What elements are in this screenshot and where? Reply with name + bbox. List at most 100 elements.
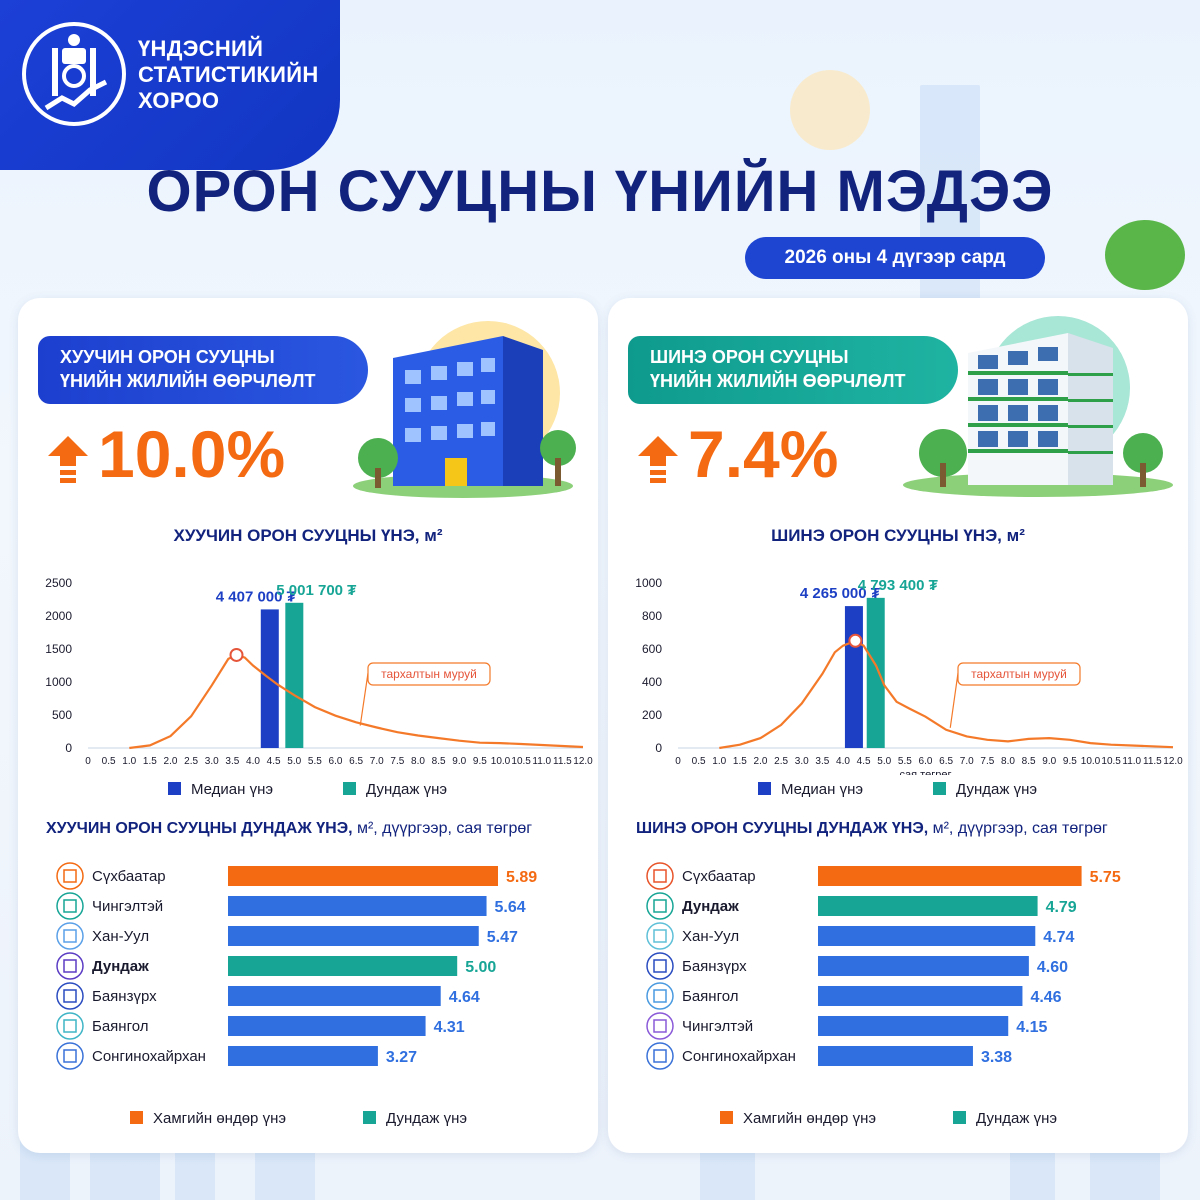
district-value-label: 3.38 [981,1049,1012,1066]
district-icon [646,952,674,980]
y-tick-label: 200 [642,708,662,722]
x-tick-label: 1.0 [712,756,726,767]
district-value-label: 5.47 [487,929,518,946]
legend-average-label: Дундаж үнэ [956,781,1038,798]
average-bar [866,597,885,748]
x-tick-label: 7.5 [390,756,404,767]
district-value-label: 3.27 [386,1049,417,1066]
new-district-bar-title: ШИНЭ ОРОН СУУЦНЫ ДУНДАЖ ҮНЭ, м², дүүргээ… [636,820,1108,838]
curve-label-connector [949,672,959,728]
building-glyph-icon [63,869,77,883]
old-bar-legend-average: Дундаж үнэ [363,1110,467,1127]
building-glyph-icon [63,1049,77,1063]
building-glyph-icon [653,869,667,883]
curve-peak-marker [229,647,244,662]
x-tick-label: 1.5 [733,756,747,767]
new-housing-panel: ШИНЭ ОРОН СУУЦНЫ ҮНИЙН ЖИЛИЙН ӨӨРЧЛӨЛТ 7… [608,298,1188,1153]
district-value-label: 4.31 [434,1019,465,1036]
district-bar [818,1016,1009,1036]
district-value-label: 4.60 [1037,959,1068,976]
district-bar [818,986,1023,1006]
district-label: Сүхбаатар [92,868,166,885]
x-tick-label: 8.0 [411,756,425,767]
legend-median-label: Медиан үнэ [781,781,864,798]
median-value-label: 4 265 000 ₮ [800,585,880,602]
y-tick-label: 1500 [45,642,72,656]
distribution-curve [129,653,584,750]
district-value-label: 5.75 [1090,869,1121,886]
average-value-label: 4 793 400 ₮ [858,577,938,594]
heading-line-1: ШИНЭ ОРОН СУУЦНЫ [650,347,849,367]
curve-peak-marker [848,633,863,648]
new-bar-legend-highest: Хамгийн өндөр үнэ [720,1110,876,1127]
tree-decoration [1105,220,1185,290]
building-glyph-icon [653,1019,667,1033]
y-tick-label: 500 [52,708,72,722]
x-tick-label: 0.5 [692,756,706,767]
x-tick-label: 9.5 [1063,756,1077,767]
median-swatch [168,782,181,795]
new-chart-legend-average: Дундаж үнэ [933,781,1037,798]
district-icon [56,862,84,890]
average-swatch [933,782,946,795]
x-tick-label: 5.5 [898,756,912,767]
building-glyph-icon [653,1049,667,1063]
average-swatch [343,782,356,795]
x-tick-label: 9.0 [452,756,466,767]
y-tick-label: 0 [655,741,662,755]
legend-median-label: Медиан үнэ [191,781,274,798]
old-bar-legend-highest: Хамгийн өндөр үнэ [130,1110,286,1127]
x-tick-label: 0.5 [102,756,116,767]
legend-average-label: Дундаж үнэ [366,781,448,798]
x-tick-label: 5.0 [877,756,891,767]
district-icon [646,922,674,950]
bar-title-main: ХУУЧИН ОРОН СУУЦНЫ ДУНДАЖ ҮНЭ, [46,820,353,837]
old-apartment-building-icon [353,321,576,498]
district-label: Баянгол [92,1018,149,1035]
x-tick-label: 4.0 [836,756,850,767]
x-tick-label: 1.5 [143,756,157,767]
district-bar [228,926,479,946]
sun-decoration [790,70,870,150]
legend-bar-average-label: Дундаж үнэ [976,1110,1058,1127]
x-tick-label: 11.5 [1143,756,1162,767]
x-tick-label: 7.0 [370,756,384,767]
curve-label: тархалтын муруй [971,667,1067,681]
x-tick-label: 9.0 [1042,756,1056,767]
x-tick-label: 12.0 [573,756,593,767]
building-glyph-icon [63,929,77,943]
district-icon [56,982,84,1010]
emblem-logo-icon [22,22,126,126]
district-bar [228,956,458,976]
district-label: Чингэлтэй [682,1018,753,1035]
curve-label-box [957,662,1081,686]
x-tick-label: 9.5 [473,756,487,767]
x-tick-label: 11.0 [532,756,551,767]
page-title: ОРОН СУУЦНЫ ҮНИЙН МЭДЭЭ [146,159,1054,224]
district-label: Хан-Уул [92,928,149,945]
district-icon [56,1012,84,1040]
highest-swatch [130,1111,143,1124]
brand-header: ҮНДЭСНИЙ СТАТИСТИКИЙН ХОРОО [0,0,340,170]
building-glyph-icon [63,899,77,913]
x-tick-label: 1.0 [122,756,136,767]
median-bar [844,606,863,748]
x-tick-label: 4.0 [246,756,260,767]
old-district-bar-title: ХУУЧИН ОРОН СУУЦНЫ ДУНДАЖ ҮНЭ, м², дүүрг… [46,820,532,838]
x-tick-label: 8.5 [1022,756,1036,767]
district-icon [646,892,674,920]
old-district-bar-chart: Сүхбаатар 5.89 Чингэлтэй 5.64 Хан-Уул 5.47 Дун… [56,862,537,1070]
new-district-bar-chart: Сүхбаатар 5.75 Дундаж 4.79 Хан-Уул 4.74 Баянзү… [646,862,1121,1070]
building-glyph-icon [653,899,667,913]
curve-label-connector [359,672,369,726]
heading-line-2: ҮНИЙН ЖИЛИЙН ӨӨРЧЛӨЛТ [650,371,906,391]
x-tick-label: 10.5 [1101,756,1121,767]
district-icon [646,1012,674,1040]
district-label: Баянзүрх [92,988,157,1005]
old-chart-legend-median: Медиан үнэ [168,781,273,798]
district-label: Сүхбаатар [682,868,756,885]
district-value-label: 5.00 [465,959,496,976]
district-bar [228,866,498,886]
up-arrow-icon [638,436,678,483]
brand-line-2: СТАТИСТИКИЙН [138,62,319,87]
